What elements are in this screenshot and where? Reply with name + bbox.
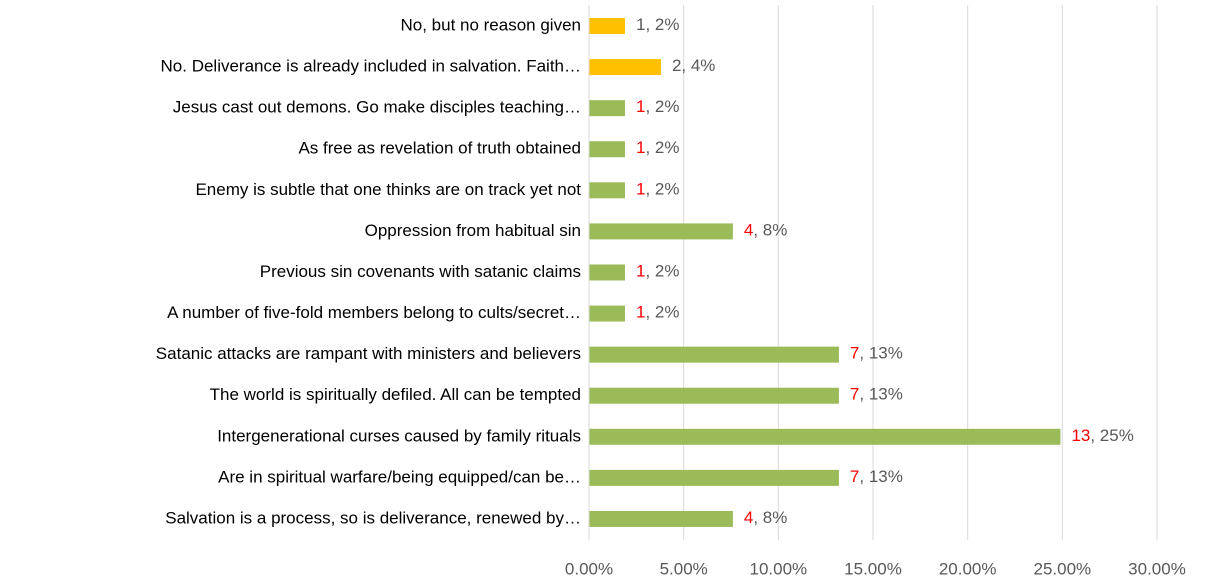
data-label-percent: , 8% xyxy=(753,221,787,240)
data-label-count: 1 xyxy=(636,139,645,158)
data-label-percent: , 2% xyxy=(645,180,679,199)
data-label: 7, 13% xyxy=(850,467,903,486)
x-tick-label: 10.00% xyxy=(749,559,807,578)
x-tick-label: 0.00% xyxy=(565,559,613,578)
bar xyxy=(589,182,625,199)
category-label: Salvation is a process, so is deliveranc… xyxy=(165,508,581,527)
data-label: 1, 2% xyxy=(636,180,680,199)
x-tick-label: 30.00% xyxy=(1128,559,1186,578)
data-label-count: 7 xyxy=(850,385,859,404)
data-label-percent: , 13% xyxy=(859,467,902,486)
data-label-percent: , 13% xyxy=(859,344,902,363)
bar xyxy=(589,346,839,363)
category-label: Oppression from habitual sin xyxy=(365,221,581,240)
data-label: 7, 13% xyxy=(850,344,903,363)
data-label-count: 1 xyxy=(636,180,645,199)
data-label: 1, 2% xyxy=(636,303,680,322)
data-label-count: 1 xyxy=(636,15,645,34)
bar xyxy=(589,469,839,486)
data-label-count: 4 xyxy=(744,221,753,240)
category-label: Satanic attacks are rampant with ministe… xyxy=(156,344,581,363)
category-label: No, but no reason given xyxy=(400,15,581,34)
data-label: 2, 4% xyxy=(672,57,716,76)
x-tick-label: 25.00% xyxy=(1033,559,1091,578)
data-label-percent: , 25% xyxy=(1090,426,1133,445)
bar xyxy=(589,428,1061,445)
data-label-count: 1 xyxy=(636,98,645,117)
data-label: 1, 2% xyxy=(636,262,680,281)
data-label: 4, 8% xyxy=(744,221,788,240)
x-tick-label: 5.00% xyxy=(660,559,708,578)
data-label-percent: , 13% xyxy=(859,385,902,404)
category-label: No. Deliverance is already included in s… xyxy=(161,57,581,76)
data-label-percent: , 2% xyxy=(645,139,679,158)
bar xyxy=(589,305,625,322)
data-label: 1, 2% xyxy=(636,98,680,117)
category-label: Jesus cast out demons. Go make disciples… xyxy=(173,98,581,117)
category-label: Enemy is subtle that one thinks are on t… xyxy=(195,180,581,199)
bar xyxy=(589,387,839,404)
bar xyxy=(589,18,625,34)
data-label-count: 7 xyxy=(850,344,859,363)
data-label-percent: , 2% xyxy=(645,262,679,281)
data-label-count: 1 xyxy=(636,262,645,281)
category-label: As free as revelation of truth obtained xyxy=(298,139,581,158)
data-label-count: 13 xyxy=(1071,426,1090,445)
category-label: Are in spiritual warfare/being equipped/… xyxy=(218,467,581,486)
category-label: Previous sin covenants with satanic clai… xyxy=(260,262,581,281)
data-label-percent: , 2% xyxy=(645,15,679,34)
bar xyxy=(589,510,733,527)
data-label-count: 2 xyxy=(672,57,681,76)
category-label: Intergenerational curses caused by famil… xyxy=(217,426,581,445)
bar xyxy=(589,264,625,281)
bar xyxy=(589,223,733,240)
data-label: 1, 2% xyxy=(636,139,680,158)
bar xyxy=(589,59,661,76)
data-label-count: 1 xyxy=(636,303,645,322)
data-label: 13, 25% xyxy=(1071,426,1133,445)
bar xyxy=(589,141,625,158)
bar xyxy=(589,100,625,117)
data-label-percent: , 4% xyxy=(681,57,715,76)
x-tick-label: 15.00% xyxy=(844,559,902,578)
data-label-count: 7 xyxy=(850,467,859,486)
data-label: 1, 2% xyxy=(636,15,680,34)
data-label: 7, 13% xyxy=(850,385,903,404)
category-label: The world is spiritually defiled. All ca… xyxy=(210,385,581,404)
x-tick-label: 20.00% xyxy=(939,559,997,578)
data-label-percent: , 2% xyxy=(645,303,679,322)
category-label: A number of five-fold members belong to … xyxy=(167,303,581,322)
data-label-percent: , 8% xyxy=(753,508,787,527)
data-label: 4, 8% xyxy=(744,508,788,527)
data-label-count: 4 xyxy=(744,508,753,527)
data-label-percent: , 2% xyxy=(645,98,679,117)
